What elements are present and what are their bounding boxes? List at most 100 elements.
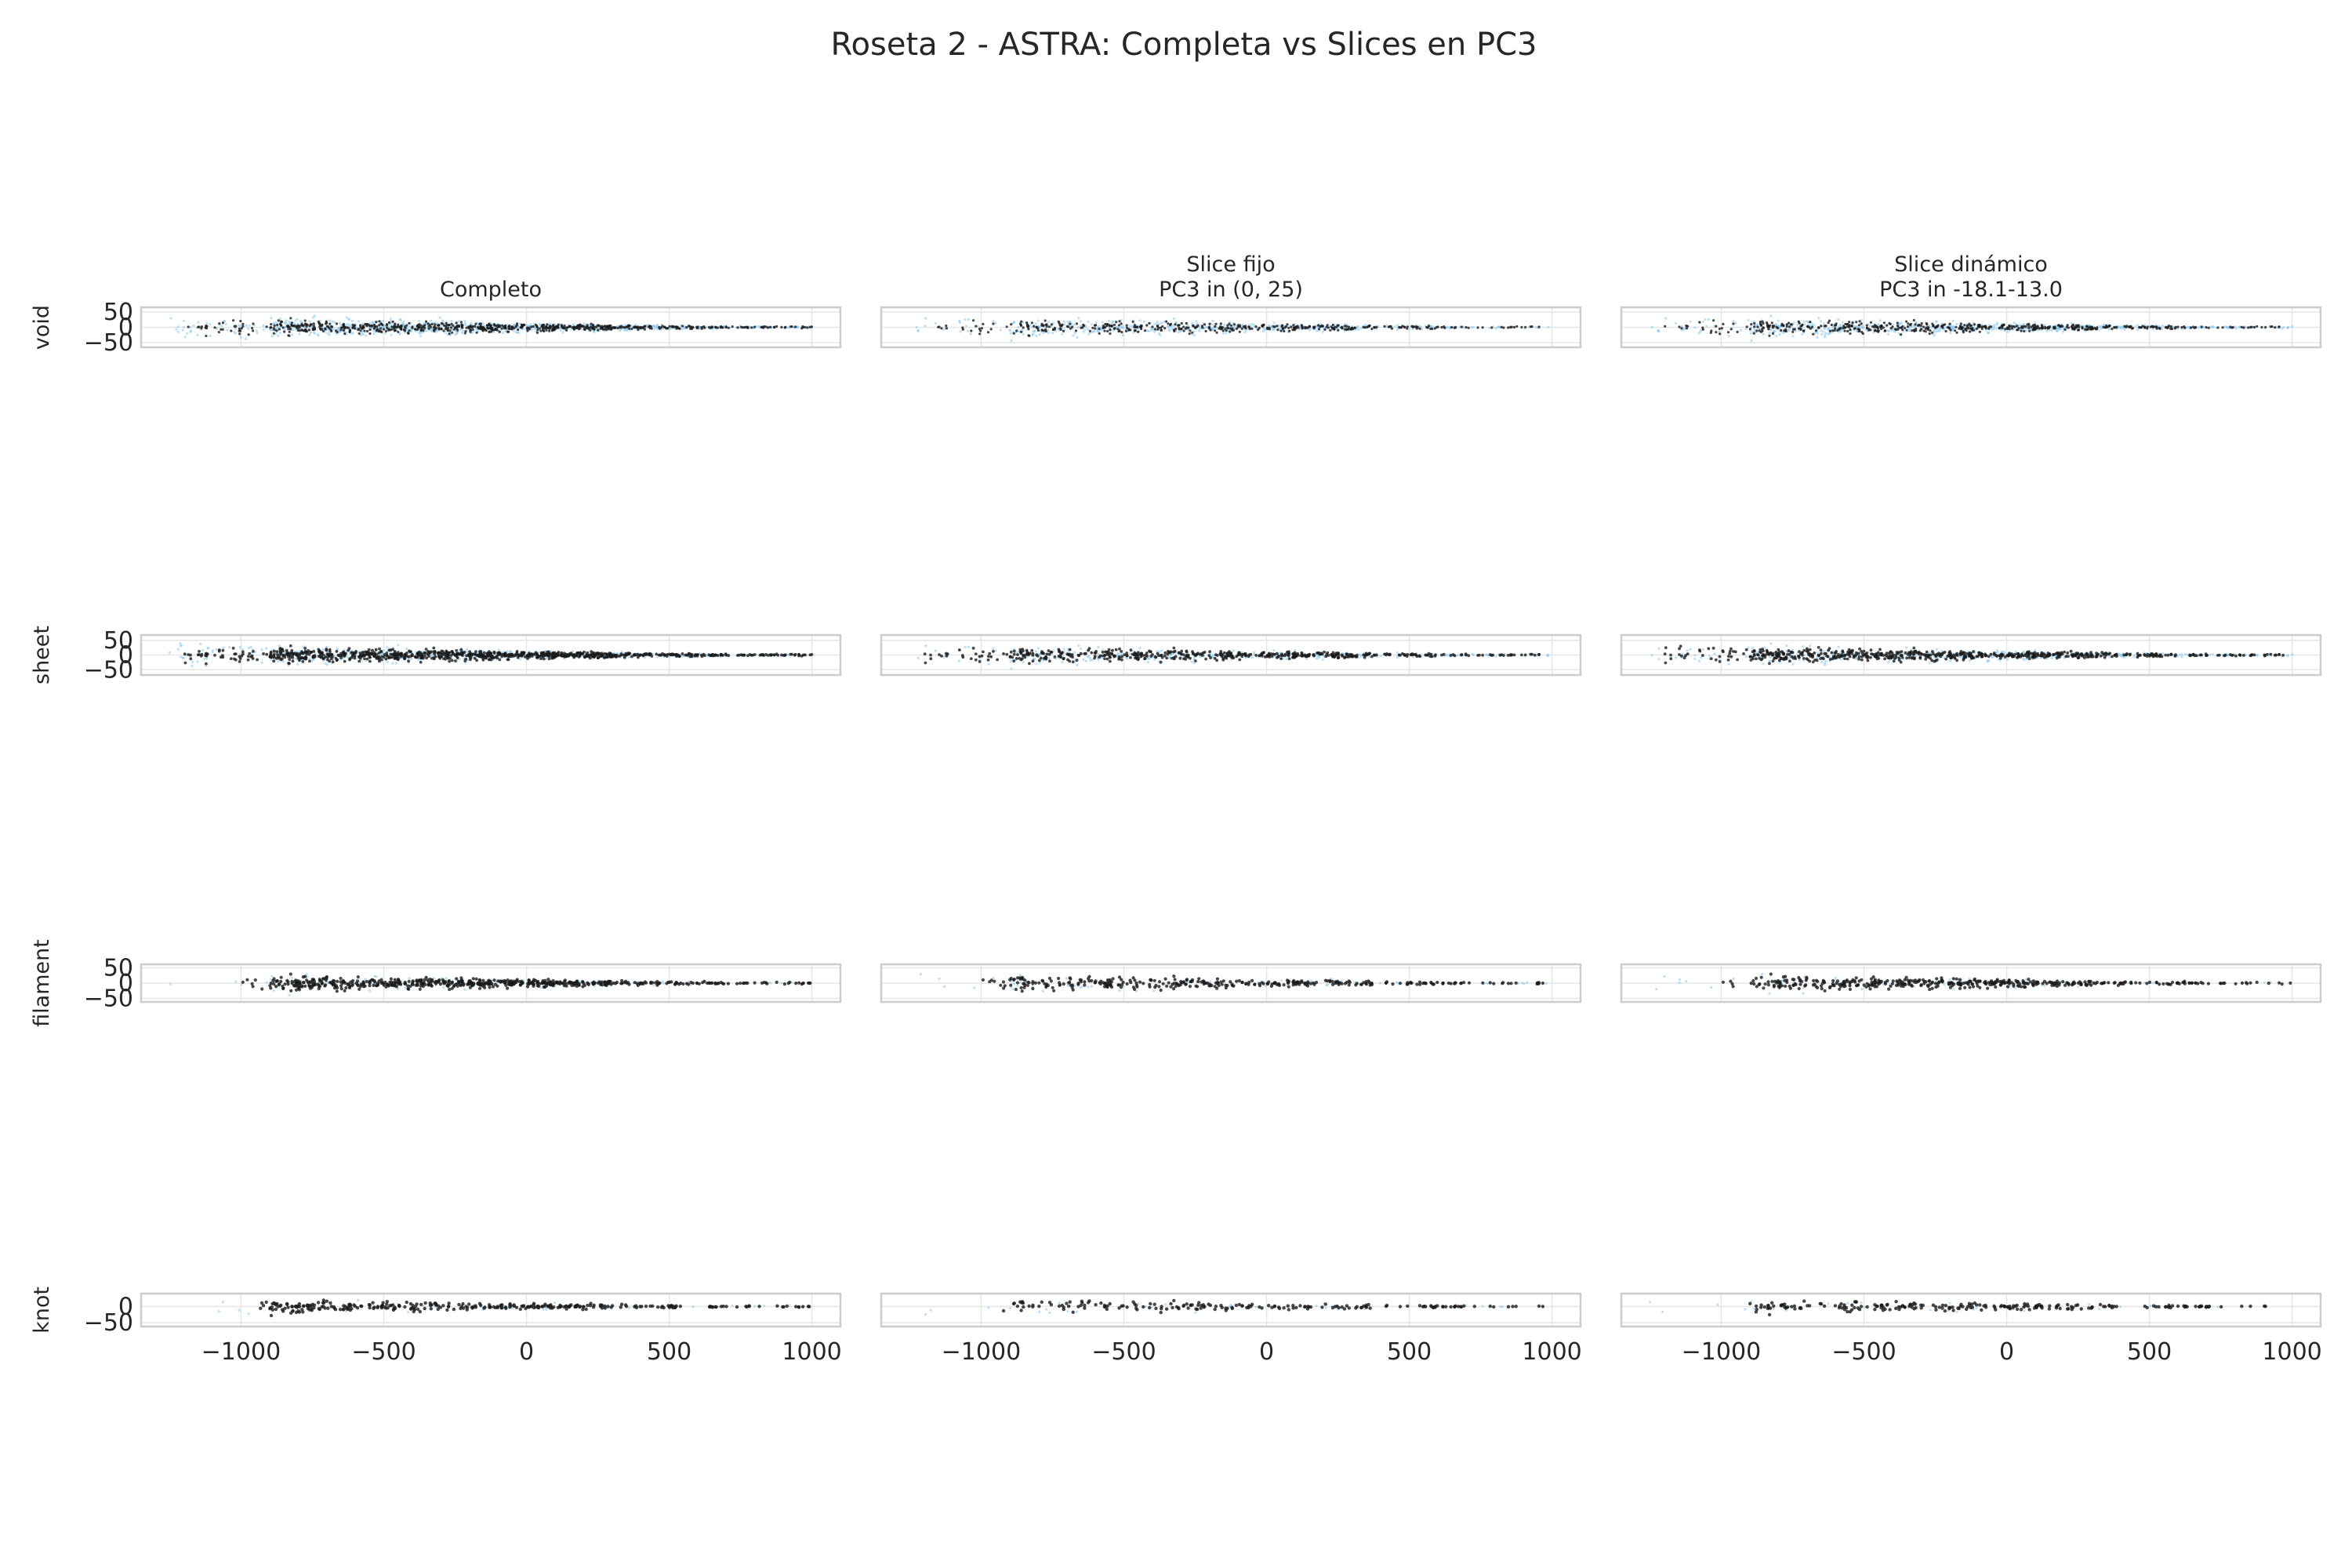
background-point xyxy=(1061,332,1064,336)
foreground-point xyxy=(303,319,307,322)
foreground-point xyxy=(1403,325,1406,328)
foreground-point xyxy=(2027,326,2031,329)
foreground-point xyxy=(276,653,279,656)
foreground-point xyxy=(1057,320,1060,323)
background-point xyxy=(1076,336,1079,339)
background-point xyxy=(313,314,316,318)
foreground-point xyxy=(233,325,236,328)
foreground-point xyxy=(2096,326,2099,329)
background-point xyxy=(1949,332,1952,335)
background-point xyxy=(1995,327,1998,330)
figure-title: Roseta 2 - ASTRA: Completa vs Slices en … xyxy=(831,27,1537,63)
foreground-point xyxy=(357,328,360,332)
foreground-point xyxy=(1828,329,1831,332)
foreground-point xyxy=(2053,325,2056,328)
foreground-point xyxy=(507,327,510,330)
foreground-point xyxy=(1906,325,1909,328)
foreground-point xyxy=(1931,331,1934,334)
foreground-point xyxy=(2170,327,2174,330)
background-point xyxy=(475,328,478,332)
foreground-point xyxy=(599,327,602,330)
foreground-point xyxy=(489,658,493,662)
foreground-point xyxy=(281,654,285,657)
foreground-point xyxy=(221,321,224,325)
foreground-point xyxy=(496,652,500,655)
foreground-point xyxy=(1828,319,1831,322)
foreground-point xyxy=(780,325,783,328)
foreground-point xyxy=(1869,321,1873,324)
foreground-point xyxy=(1752,332,1755,335)
foreground-point xyxy=(2023,329,2026,333)
foreground-point xyxy=(433,652,437,656)
foreground-point xyxy=(232,319,235,322)
background-point xyxy=(1693,326,1697,329)
foreground-point xyxy=(593,328,596,331)
foreground-point xyxy=(434,326,437,329)
background-point xyxy=(435,330,438,333)
foreground-point xyxy=(348,328,351,332)
foreground-point xyxy=(450,322,453,325)
foreground-point xyxy=(601,328,605,331)
foreground-point xyxy=(1718,327,1721,330)
foreground-point xyxy=(1893,328,1897,331)
foreground-point xyxy=(744,325,748,328)
foreground-point xyxy=(1345,328,1348,331)
foreground-point xyxy=(529,652,533,656)
foreground-point xyxy=(378,647,381,651)
foreground-point xyxy=(975,325,978,328)
foreground-point xyxy=(303,647,307,650)
foreground-point xyxy=(1012,332,1015,335)
foreground-point xyxy=(420,327,424,330)
background-point xyxy=(183,319,186,322)
foreground-point xyxy=(452,324,455,327)
foreground-point xyxy=(1416,325,1419,328)
background-point xyxy=(1862,326,1865,329)
foreground-point xyxy=(406,332,410,335)
foreground-point xyxy=(368,332,372,336)
foreground-point xyxy=(1093,324,1097,327)
foreground-point xyxy=(1842,325,1846,328)
foreground-point xyxy=(218,322,221,325)
foreground-point xyxy=(417,325,420,328)
foreground-point xyxy=(474,322,477,325)
foreground-point xyxy=(1153,328,1157,331)
background-point xyxy=(278,332,281,335)
foreground-point xyxy=(1370,327,1374,331)
background-point xyxy=(1744,327,1748,331)
background-point xyxy=(2197,326,2201,329)
foreground-point xyxy=(2073,325,2076,328)
foreground-point xyxy=(1177,324,1181,327)
background-point xyxy=(458,658,461,661)
foreground-point xyxy=(1873,329,1876,332)
foreground-point xyxy=(1678,325,1681,328)
background-point xyxy=(1749,332,1752,336)
background-point xyxy=(1033,330,1036,333)
foreground-point xyxy=(1026,325,1030,328)
background-point xyxy=(561,331,564,334)
background-point xyxy=(359,333,362,337)
foreground-point xyxy=(1317,328,1321,331)
foreground-point xyxy=(574,326,577,329)
background-point xyxy=(388,323,391,326)
foreground-point xyxy=(196,653,200,657)
foreground-point xyxy=(430,322,434,325)
foreground-point xyxy=(1221,329,1225,332)
foreground-point xyxy=(291,324,294,327)
foreground-point xyxy=(1759,321,1762,324)
background-point xyxy=(277,334,280,337)
foreground-point xyxy=(469,330,472,333)
foreground-point xyxy=(1963,324,1966,327)
background-point xyxy=(2136,324,2140,327)
foreground-point xyxy=(1126,326,1129,329)
foreground-point xyxy=(198,650,201,653)
foreground-point xyxy=(2123,325,2126,328)
background-point xyxy=(1160,321,1163,325)
foreground-point xyxy=(1860,331,1864,334)
foreground-point xyxy=(1053,326,1057,329)
background-point xyxy=(223,320,226,323)
background-point xyxy=(1769,314,1773,318)
foreground-point xyxy=(1163,327,1167,330)
foreground-point xyxy=(775,652,779,656)
foreground-point xyxy=(241,652,245,656)
